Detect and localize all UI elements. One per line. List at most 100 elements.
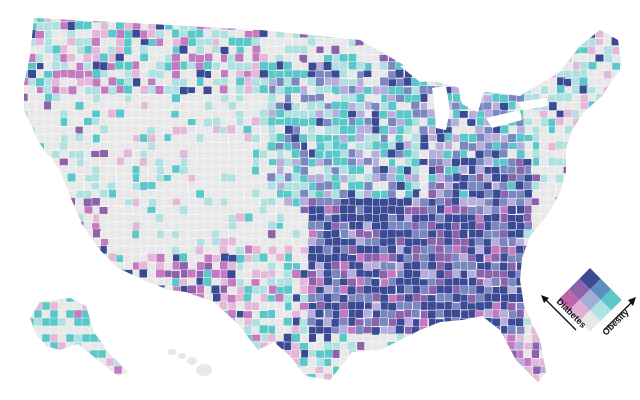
county-cell <box>515 245 525 255</box>
borough-cell <box>121 357 128 367</box>
borough-cell <box>89 298 99 303</box>
county-cell <box>411 30 421 40</box>
county-cell <box>507 181 517 191</box>
county-cell <box>332 237 342 247</box>
county-cell <box>27 254 37 264</box>
county-cell <box>219 318 229 328</box>
county-cell <box>332 383 341 392</box>
county-cell <box>618 37 622 47</box>
borough-cell <box>130 366 139 375</box>
county-cell <box>507 277 517 287</box>
county-cell <box>75 262 85 272</box>
county-cell <box>147 318 157 328</box>
county-cell <box>619 174 622 184</box>
county-cell <box>148 309 158 319</box>
county-cell <box>490 252 500 262</box>
county-cell <box>292 229 302 239</box>
county-cell <box>235 189 245 199</box>
county-cell <box>428 46 438 56</box>
county-cell <box>612 173 622 183</box>
county-cell <box>484 308 494 318</box>
county-cell <box>595 29 605 39</box>
county-cell <box>76 253 86 263</box>
county-cell <box>283 277 293 287</box>
borough-cell <box>113 325 123 335</box>
county-cell <box>603 253 613 263</box>
county-cell <box>379 173 389 183</box>
county-cell <box>75 373 85 382</box>
county-cell <box>187 197 197 207</box>
county-cell <box>490 245 500 255</box>
county-cell <box>443 326 453 336</box>
county-cell <box>619 374 622 382</box>
county-cell <box>380 383 389 392</box>
borough-cell <box>113 349 123 359</box>
county-cell <box>403 253 413 263</box>
county-cell <box>564 326 574 336</box>
county-cell <box>460 334 470 344</box>
county-cell <box>83 221 93 231</box>
county-cell <box>35 365 45 375</box>
county-cell <box>234 18 244 24</box>
county-cell <box>156 301 166 311</box>
great-lake <box>518 98 548 110</box>
county-cell <box>619 46 622 56</box>
county-cell <box>588 61 598 71</box>
county-cell <box>139 53 149 63</box>
borough-cell <box>105 365 115 375</box>
county-cell <box>123 180 133 190</box>
county-cell <box>188 365 198 375</box>
county-cell <box>579 374 589 382</box>
county-cell <box>387 341 397 351</box>
county-cell <box>52 238 62 248</box>
county-cell <box>458 253 468 263</box>
county-cell <box>540 37 550 47</box>
county-cell <box>202 269 212 279</box>
county-cell <box>66 53 76 63</box>
county-cell <box>571 246 581 256</box>
county-cell <box>155 133 165 143</box>
county-cell <box>59 229 69 239</box>
county-cell <box>531 374 541 382</box>
county-cell <box>124 18 134 24</box>
county-cell <box>356 45 366 55</box>
county-cell <box>276 18 286 24</box>
county-cell <box>171 373 181 382</box>
county-cell <box>514 341 524 351</box>
county-cell <box>139 380 149 382</box>
county-cell <box>51 286 61 296</box>
county-cell <box>43 117 53 127</box>
county-cell <box>196 221 206 231</box>
borough-cell <box>49 365 59 375</box>
county-cell <box>530 245 540 255</box>
county-cell <box>570 37 580 47</box>
county-cell <box>339 309 349 319</box>
borough-cell <box>73 309 83 319</box>
county-cell <box>178 45 188 55</box>
county-cell <box>506 45 516 55</box>
county-cell <box>26 85 36 95</box>
county-cell <box>123 309 133 319</box>
borough-cell <box>121 309 128 319</box>
county-cell <box>171 18 181 23</box>
county-cell <box>59 277 69 287</box>
county-cell <box>236 204 246 214</box>
county-cell <box>307 45 317 55</box>
county-cell <box>419 149 429 159</box>
county-cell <box>515 214 525 224</box>
county-cell <box>139 133 149 143</box>
county-cell <box>412 18 422 23</box>
county-cell <box>251 45 261 55</box>
borough-cell <box>41 301 51 311</box>
county-cell <box>579 124 589 134</box>
county-cell <box>188 261 198 271</box>
county-cell <box>372 292 382 302</box>
county-cell <box>619 126 622 136</box>
county-cell <box>99 270 109 280</box>
county-cell <box>284 125 294 135</box>
county-cell <box>290 133 300 143</box>
county-cell <box>474 350 484 360</box>
county-cell <box>267 21 277 31</box>
county-cell <box>187 310 197 320</box>
